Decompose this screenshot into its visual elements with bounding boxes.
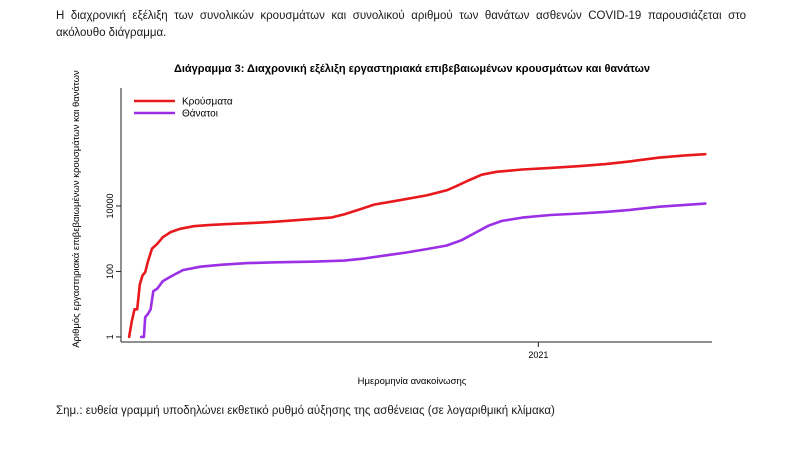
- series-line-1: [127, 152, 707, 339]
- chart-note: Σημ.: ευθεία γραμμή υποδηλώνει εκθετικό …: [56, 405, 555, 417]
- y-tick-label: 100: [105, 264, 115, 279]
- x-tick-label: 2021: [528, 350, 548, 360]
- y-axis-label: Αριθμός εργαστηριακά επιβεβαιωμένων κρου…: [71, 70, 82, 348]
- series-line-2: [139, 202, 707, 339]
- y-tick-label: 10000: [105, 193, 115, 218]
- y-tick-label: 1: [105, 334, 115, 339]
- chart-series: [127, 152, 707, 339]
- legend-label: Κρούσματα: [182, 96, 233, 108]
- chart-axes: 1 100 10000 2021: [105, 88, 712, 360]
- x-axis-label: Ημερομηνία ανακοίνωσης: [358, 376, 467, 387]
- intro-paragraph: Η διαχρονική εξέλιξη των συνολικών κρουσ…: [56, 10, 746, 39]
- legend-label: Θάνατοι: [182, 108, 218, 120]
- chart-title: Διάγραμμα 3: Διαχρονική εξέλιξη εργαστηρ…: [174, 63, 650, 75]
